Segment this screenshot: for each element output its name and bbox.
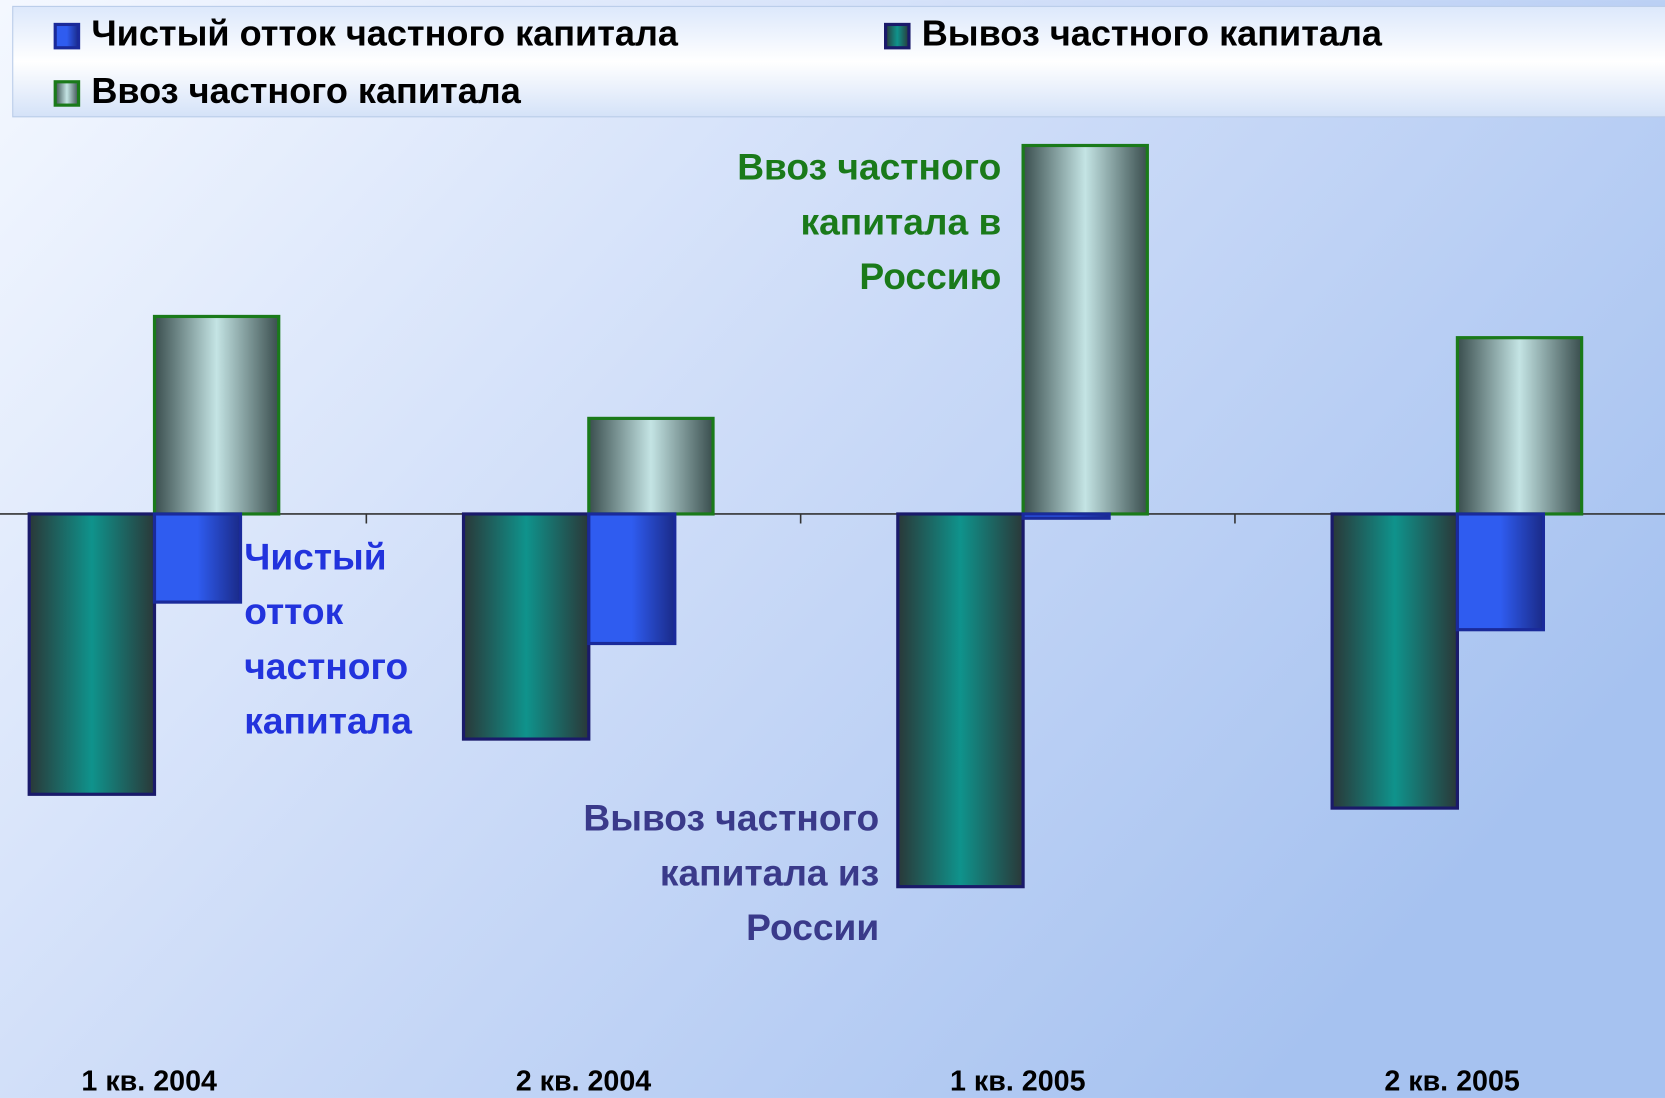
legend-label: Ввоз частного капитала [91,70,521,111]
annotation: частного [244,645,408,687]
annotation: капитала [244,699,412,741]
bar [896,512,1025,889]
annotation: Ввоз частного [737,146,1001,188]
bar [1455,336,1584,516]
legend-swatch [884,22,911,50]
bar [152,512,243,604]
x-tick-label: 2 кв. 2005 [1384,1066,1520,1098]
annotation: Чистый [244,535,386,577]
legend-swatch [53,22,81,50]
bar [461,512,591,741]
legend-label: Вывоз частного капитала [922,13,1383,54]
annotation: капитала из [660,851,879,893]
legend-box [12,5,1665,118]
bar [1021,512,1111,520]
annotation: России [746,906,879,948]
legend-swatch [53,80,81,107]
annotation: капитала в [800,200,1001,242]
bar [1455,512,1546,632]
bar [587,512,677,646]
bar [587,416,715,516]
annotation: Россию [859,255,1001,297]
legend-label: Чистый отток частного капитала [91,13,679,54]
annotation: Вывоз частного [583,797,879,839]
bar [27,512,157,796]
bar [1330,512,1459,810]
x-tick-label: 1 кв. 2004 [81,1066,217,1098]
annotation: отток [244,590,343,632]
x-tick-label: 2 кв. 2004 [516,1066,652,1098]
x-tick-label: 1 кв. 2005 [950,1066,1086,1098]
bar [1021,143,1149,516]
bar [152,314,281,516]
